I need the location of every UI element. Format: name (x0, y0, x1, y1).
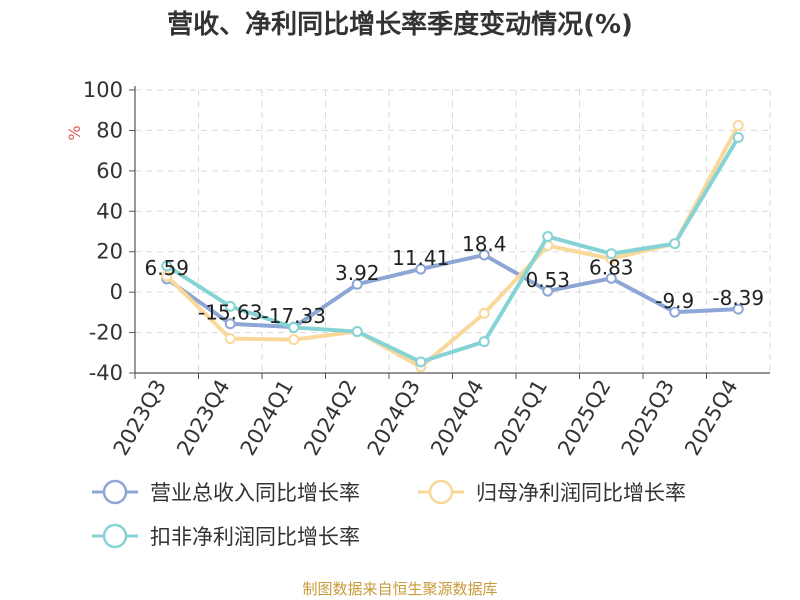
data-label: -17.33 (262, 304, 326, 328)
legend-item[interactable]: 营业总收入同比增长率 (92, 479, 360, 505)
chart-title: 营收、净利同比增长率季度变动情况(%) (167, 9, 633, 40)
y-tick-label: 60 (96, 159, 123, 183)
data-point (161, 260, 173, 272)
data-point (669, 238, 681, 250)
data-label: 11.41 (392, 246, 449, 270)
x-tick-label: 2025Q2 (553, 376, 615, 460)
legend-label: 营业总收入同比增长率 (150, 481, 360, 505)
x-tick-labels: 2023Q3 2023Q4 2024Q1 2024Q2 2024Q3 2024Q4 2025… (109, 376, 743, 460)
data-point (478, 249, 490, 261)
legend-label: 扣非净利润同比增长率 (150, 525, 360, 549)
data-label: 3.92 (335, 261, 380, 285)
data-labels: 6.59 -15.63 -17.33 3.92 11.41 18.4 0.53 6.83 -9.… (144, 232, 764, 328)
y-tick-label: 20 (96, 240, 123, 264)
data-point (351, 278, 363, 290)
y-tick-label: 0 (110, 280, 123, 304)
y-tick-label: -20 (89, 321, 123, 345)
data-point (732, 132, 744, 144)
y-tick-label: 100 (83, 78, 123, 102)
series-line-2 (164, 135, 741, 364)
axes (129, 86, 770, 379)
data-point (478, 307, 490, 319)
data-label: -8.39 (712, 286, 764, 310)
data-point (288, 334, 300, 346)
x-tick-label: 2024Q4 (426, 376, 488, 460)
data-label: 0.53 (525, 268, 570, 292)
data-label: -15.63 (198, 301, 262, 325)
data-label: 6.83 (589, 255, 634, 279)
data-label: 6.59 (144, 256, 189, 280)
data-point (288, 322, 300, 334)
data-point (605, 248, 617, 260)
series-line-0 (164, 252, 741, 330)
x-tick-label: 2025Q1 (490, 376, 552, 460)
x-tick-label: 2025Q3 (617, 376, 679, 460)
legend-marker-icon (102, 479, 128, 505)
legend-marker-icon (428, 479, 454, 505)
legend-item[interactable]: 扣非净利润同比增长率 (92, 523, 360, 549)
data-point (542, 231, 554, 243)
data-point (161, 270, 173, 282)
data-point (351, 326, 363, 338)
legend-label: 归母净利润同比增长率 (476, 481, 686, 505)
data-point (415, 263, 427, 275)
x-tick-label: 2023Q4 (172, 376, 234, 460)
y-tick-label: 40 (96, 199, 123, 223)
legend-item[interactable]: 归母净利润同比增长率 (418, 479, 686, 505)
data-label: 18.4 (462, 232, 507, 256)
y-tick-label: -40 (89, 361, 123, 385)
grid-lines (135, 89, 771, 374)
data-point (224, 318, 236, 330)
y-tick-labels: 100 80 60 40 20 0 -20 -40 (83, 78, 123, 385)
data-point (415, 356, 427, 368)
x-tick-label: 2023Q3 (109, 376, 171, 460)
x-tick-label: 2025Q4 (680, 376, 742, 460)
data-point (732, 303, 744, 315)
source-note: 制图数据来自恒生聚源数据库 (302, 580, 497, 598)
data-point (605, 272, 617, 284)
data-point (732, 119, 744, 131)
data-point (478, 336, 490, 348)
series-line-1 (164, 123, 741, 369)
y-axis-unit-label: % (65, 125, 84, 140)
y-tick-label: 80 (96, 118, 123, 142)
x-tick-label: 2024Q1 (236, 376, 298, 460)
data-point (224, 300, 236, 312)
data-label: -9.9 (655, 289, 694, 313)
data-point (542, 285, 554, 297)
data-point (224, 333, 236, 345)
series-lines (161, 119, 744, 373)
legend-marker-icon (102, 523, 128, 549)
data-point (669, 306, 681, 318)
x-tick-label: 2024Q3 (363, 376, 425, 460)
x-tick-label: 2024Q2 (299, 376, 361, 460)
